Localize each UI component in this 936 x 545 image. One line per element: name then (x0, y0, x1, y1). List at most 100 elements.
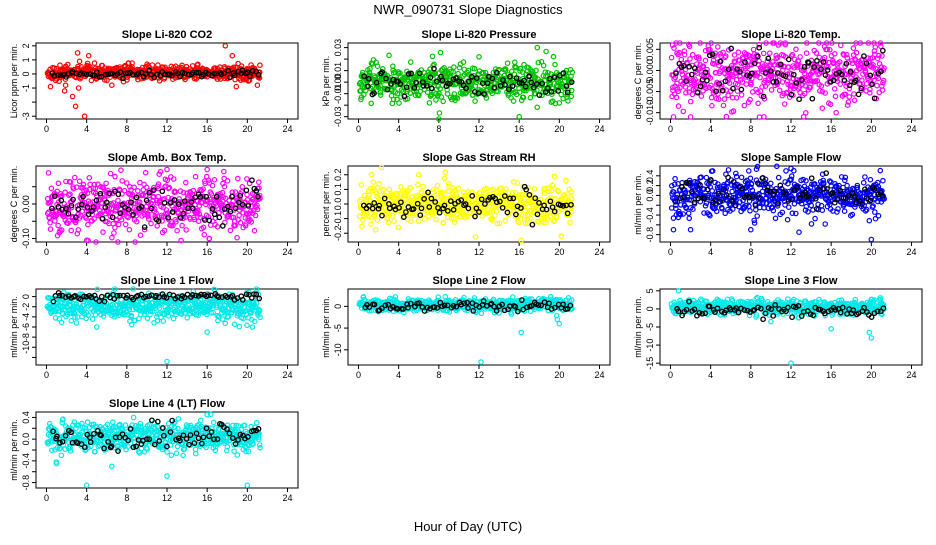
data-point (112, 231, 116, 235)
data-point (409, 60, 413, 64)
data-point-outlier (75, 51, 79, 55)
y-tick-label: -8 (21, 333, 31, 341)
data-point (669, 55, 673, 59)
data-point-outlier (205, 330, 209, 334)
x-tick-label: 0 (356, 247, 361, 257)
data-point (245, 323, 249, 327)
data-point (360, 224, 364, 228)
data-point (785, 218, 789, 222)
y-tick-label: 0 (21, 71, 31, 76)
data-point (739, 175, 743, 179)
data-point (804, 51, 808, 55)
x-tick-label: 20 (554, 370, 564, 380)
data-point (136, 189, 140, 193)
data-point (416, 183, 420, 187)
data-point (742, 103, 746, 107)
data-point (541, 63, 545, 67)
data-point (48, 221, 52, 225)
data-point-outlier (110, 83, 114, 87)
chart-title: Slope Line 2 Flow (433, 275, 526, 287)
x-tick-label: 24 (283, 370, 293, 380)
y-tick-label: -6 (21, 323, 31, 331)
data-point (787, 205, 791, 209)
data-point-outlier (255, 83, 259, 87)
data-point-outlier (535, 45, 539, 49)
data-point (751, 47, 755, 51)
x-tick-label: 8 (124, 370, 129, 380)
data-point-outlier (417, 173, 421, 177)
series-colored (45, 44, 262, 119)
x-tick-label: 16 (514, 124, 524, 134)
x-tick-label: 0 (44, 247, 49, 257)
data-point (722, 97, 726, 101)
data-point (175, 229, 179, 233)
data-point (544, 49, 548, 53)
data-point-reference (221, 224, 225, 228)
data-point (690, 92, 694, 96)
data-point (505, 61, 509, 65)
data-point (716, 45, 720, 49)
data-point-outlier (205, 167, 209, 171)
y-axis-label: degrees C per min. (633, 43, 643, 120)
data-point-reference (797, 97, 801, 101)
data-point (724, 114, 728, 118)
data-point (551, 55, 555, 59)
data-point (847, 95, 851, 99)
data-point (839, 43, 843, 47)
x-tick-label: 16 (202, 370, 212, 380)
x-tick-label: 16 (202, 247, 212, 257)
data-point (92, 61, 96, 65)
data-point (225, 179, 229, 183)
y-tick-label: 0.03 (333, 39, 343, 57)
x-tick-label: 0 (356, 124, 361, 134)
x-tick-label: 0 (668, 247, 673, 257)
data-point-outlier (234, 84, 238, 88)
x-tick-label: 4 (84, 247, 89, 257)
data-point (122, 189, 126, 193)
data-point (245, 193, 249, 197)
data-point-outlier (784, 169, 788, 173)
data-point (769, 88, 773, 92)
y-tick-label: -0.8 (645, 227, 655, 243)
data-point (73, 175, 77, 179)
x-tick-label: 12 (162, 370, 172, 380)
x-tick-label: 20 (554, 124, 564, 134)
x-tick-label: 12 (786, 247, 796, 257)
x-tick-label: 20 (866, 124, 876, 134)
data-point (185, 316, 189, 320)
data-point (762, 51, 766, 55)
data-point (144, 171, 148, 175)
data-point (387, 53, 391, 57)
data-point (442, 176, 446, 180)
data-point (823, 222, 827, 226)
data-point (688, 57, 692, 61)
x-tick-label: 24 (283, 124, 293, 134)
data-point-outlier (869, 237, 873, 241)
data-point (443, 170, 447, 174)
data-point (430, 54, 434, 58)
data-point (528, 96, 532, 100)
data-point-outlier (794, 47, 798, 51)
chart-title: Slope Li-820 Temp. (741, 29, 840, 41)
chart-title: Slope Sample Flow (741, 152, 842, 164)
data-point (876, 214, 880, 218)
data-point (228, 228, 232, 232)
data-point (184, 228, 188, 232)
data-point (494, 209, 498, 213)
data-point (503, 218, 507, 222)
data-point (149, 221, 153, 225)
data-point (441, 99, 445, 103)
data-point (171, 317, 175, 321)
data-point (237, 324, 241, 328)
data-point (709, 95, 713, 99)
data-point (744, 82, 748, 86)
y-axis-label: ml/min per min. (633, 173, 643, 235)
y-tick-label: 0.1 (333, 183, 343, 196)
data-point (798, 55, 802, 59)
data-point (124, 222, 128, 226)
y-tick-label: -0.03 (333, 106, 343, 127)
